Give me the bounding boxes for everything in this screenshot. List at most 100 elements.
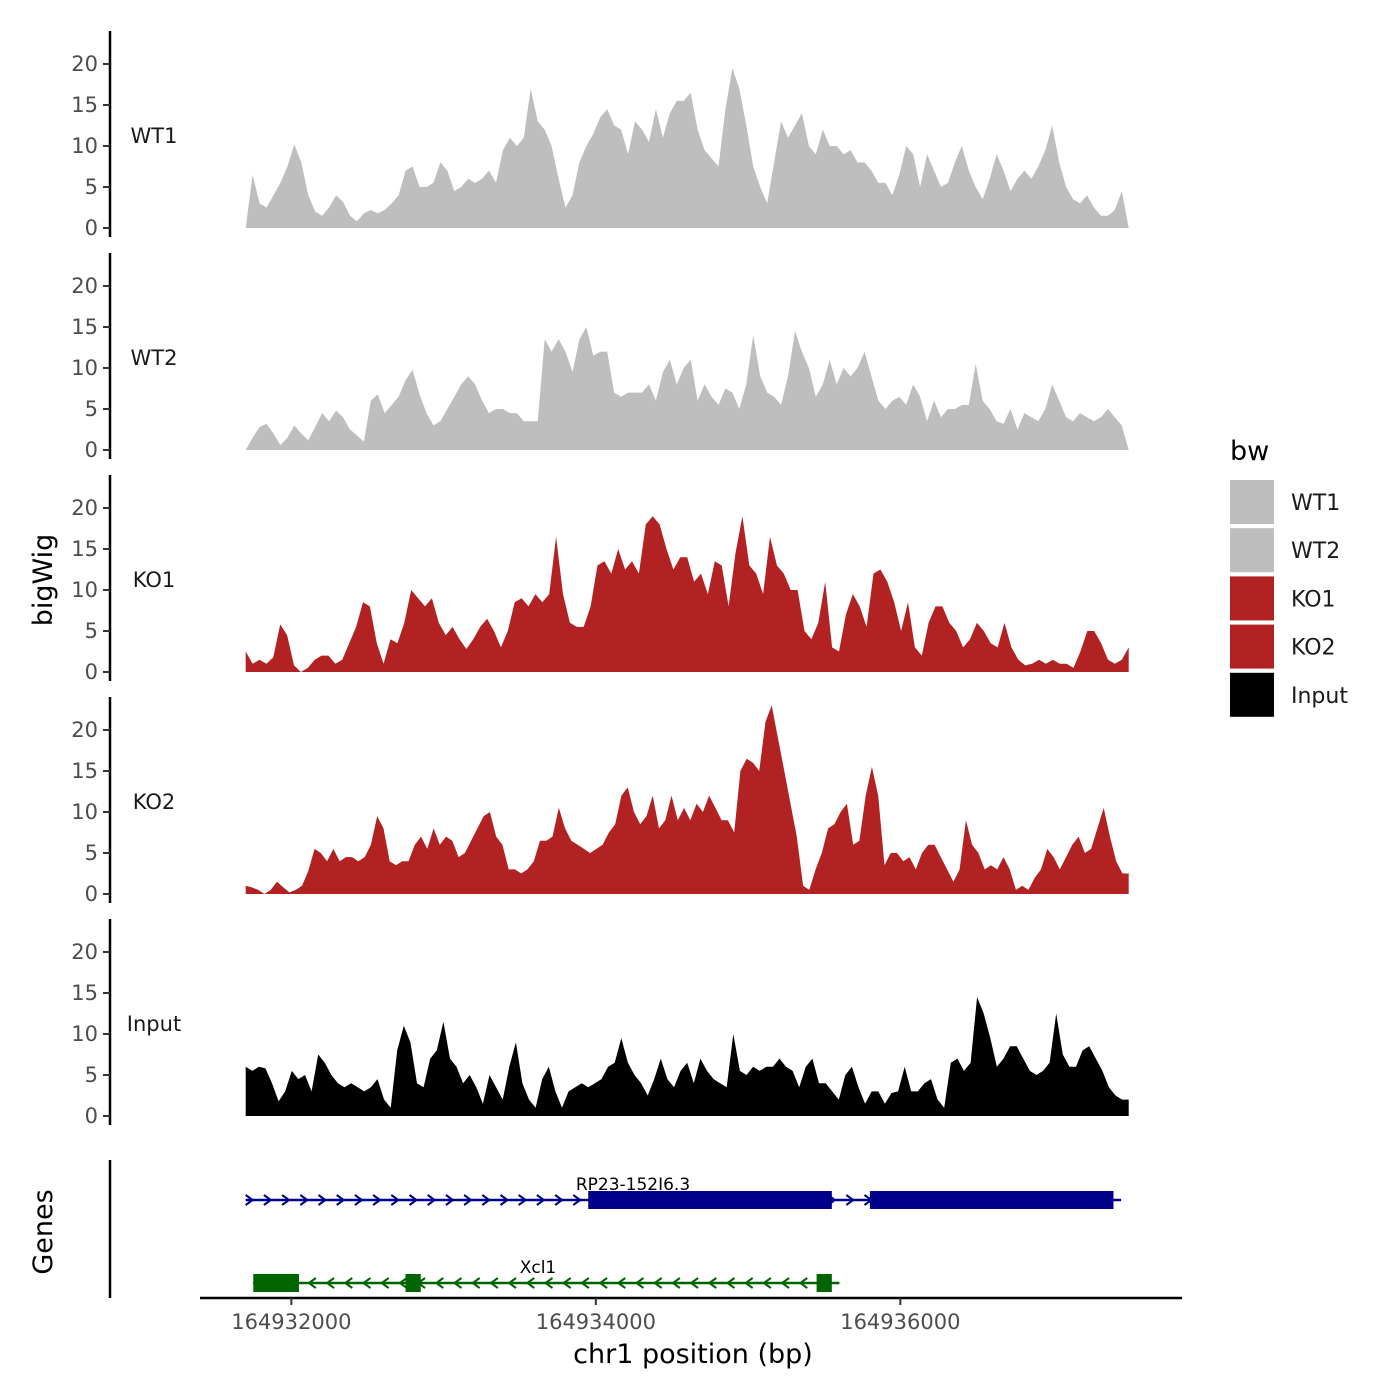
y-tick-label: 0	[85, 1104, 98, 1128]
legend-entry-wt2: WT2	[1230, 528, 1340, 573]
strand-chevron	[299, 1194, 309, 1206]
strand-chevron	[525, 1277, 535, 1289]
y-tick-label: 10	[71, 134, 98, 158]
y-tick-label: 5	[85, 619, 98, 643]
track-ko2: 0 5 10 15 20 KO2	[71, 697, 1129, 906]
strand-chevron	[336, 1194, 346, 1206]
strand-chevron	[634, 1277, 645, 1289]
y-tick-label: 10	[71, 800, 98, 824]
gene-label: RP23-152I6.3	[576, 1175, 690, 1195]
y-tick-label: 15	[71, 981, 98, 1005]
strand-chevron	[354, 1194, 364, 1206]
y-tick-label: 20	[71, 52, 98, 76]
strand-chevron	[398, 1277, 408, 1289]
y-tick-label: 10	[71, 1022, 98, 1046]
legend-swatch	[1230, 480, 1274, 524]
gene-rp23-152i6-3: RP23-152I6.3	[245, 1175, 1122, 1209]
x-axis-title: chr1 position (bp)	[573, 1339, 813, 1370]
strand-chevron	[616, 1277, 626, 1289]
legend-title: bw	[1230, 436, 1269, 467]
strand-chevron	[725, 1277, 736, 1289]
legend-entry-ko2: KO2	[1230, 624, 1336, 669]
y-tick-label: 0	[85, 660, 98, 684]
track-wt1: 0 5 10 15 20 WT1	[71, 31, 1129, 240]
strand-chevron	[652, 1277, 663, 1289]
track-label: WT2	[131, 346, 178, 370]
strand-chevron	[263, 1194, 273, 1206]
strand-chevron	[427, 1194, 437, 1206]
strand-chevron	[598, 1277, 608, 1289]
strand-chevron	[762, 1277, 772, 1289]
track-label: KO2	[133, 790, 176, 814]
y-tick-label: 20	[71, 274, 98, 298]
strand-chevron	[518, 1194, 528, 1206]
strand-chevron	[307, 1277, 317, 1289]
y-tick-label: 0	[85, 882, 98, 906]
legend-entry-input: Input	[1230, 672, 1348, 717]
strand-chevron	[434, 1277, 444, 1289]
y-tick-label: 0	[85, 216, 98, 240]
signal-area-ko1	[245, 516, 1129, 672]
y-tick-label: 15	[71, 93, 98, 117]
gene-exon	[869, 1191, 1114, 1209]
y-tick-label: 10	[71, 356, 98, 380]
strand-chevron	[780, 1277, 790, 1289]
x-tick-label: 164936000	[840, 1310, 960, 1334]
track-label: KO1	[133, 568, 176, 592]
legend-label: WT2	[1291, 539, 1340, 564]
y-tick-label: 10	[71, 578, 98, 602]
y-tick-label: 5	[85, 397, 98, 421]
legend-swatch	[1230, 624, 1274, 669]
strand-chevron	[379, 1277, 390, 1289]
track-wt2: 0 5 10 15 20 WT2	[71, 253, 1129, 462]
y-tick-label: 20	[71, 940, 98, 964]
signal-area-wt1	[245, 68, 1129, 228]
strand-chevron	[361, 1277, 372, 1289]
track-ko1: 0 5 10 15 20 KO1	[71, 475, 1129, 684]
y-tick-label: 5	[85, 1063, 98, 1087]
strand-chevron	[798, 1277, 808, 1289]
strand-chevron	[572, 1194, 582, 1206]
strand-chevron	[317, 1194, 328, 1206]
legend-entry-ko1: KO1	[1230, 576, 1336, 621]
strand-chevron	[580, 1277, 590, 1289]
strand-chevron	[671, 1277, 681, 1289]
strand-chevron	[554, 1194, 564, 1206]
strand-chevron	[408, 1194, 419, 1206]
strand-chevron	[561, 1277, 572, 1289]
strand-chevron	[343, 1277, 353, 1289]
gene-exon	[253, 1274, 299, 1292]
genes-axis-title: Genes	[28, 1189, 59, 1274]
strand-chevron	[689, 1277, 699, 1289]
gene-exon	[588, 1191, 832, 1209]
x-axis: 164932000 164934000 164936000	[200, 1296, 1182, 1334]
strand-chevron	[470, 1277, 481, 1289]
signal-area-ko2	[245, 705, 1129, 894]
strand-chevron	[325, 1277, 335, 1289]
legend-label: Input	[1291, 684, 1348, 709]
legend-label: KO1	[1291, 587, 1336, 612]
strand-chevron	[481, 1194, 491, 1206]
gene-label: Xcl1	[520, 1258, 557, 1278]
strand-chevron	[390, 1194, 400, 1206]
y-tick-label: 20	[71, 718, 98, 742]
strand-chevron	[245, 1194, 255, 1206]
gene-track: RP23-152I6.3 Xcl1	[108, 1160, 1122, 1298]
strand-chevron	[489, 1277, 499, 1289]
strand-chevron	[707, 1277, 717, 1289]
signal-tracks: 0 5 10 15 20 WT1 0 5 10 15 20 WT2 0 5 10 15 20 KO1 0 5 10 15 2…	[71, 31, 1129, 1128]
gene-exon	[405, 1274, 421, 1292]
strand-chevron	[452, 1277, 463, 1289]
y-tick-label: 5	[85, 175, 98, 199]
legend-swatch	[1230, 576, 1274, 621]
strand-chevron	[499, 1194, 510, 1206]
strand-chevron	[543, 1277, 554, 1289]
y-tick-label: 0	[85, 438, 98, 462]
y-tick-label: 20	[71, 496, 98, 520]
strand-chevron	[743, 1277, 754, 1289]
x-tick-label: 164932000	[231, 1310, 351, 1334]
legend-label: WT1	[1291, 491, 1340, 516]
y-tick-label: 5	[85, 841, 98, 865]
strand-chevron	[372, 1194, 382, 1206]
